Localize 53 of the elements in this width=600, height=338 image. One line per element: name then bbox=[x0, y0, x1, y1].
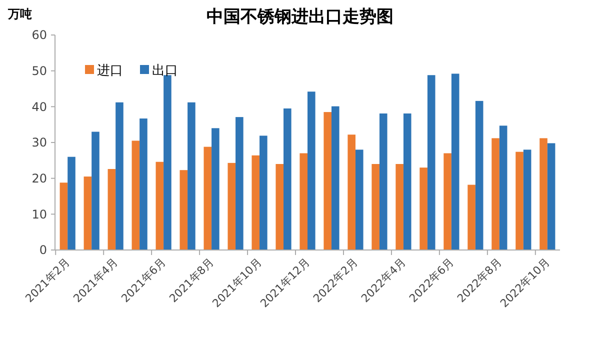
bar bbox=[468, 184, 476, 250]
bar bbox=[116, 102, 124, 250]
bar bbox=[324, 112, 332, 250]
bar bbox=[475, 100, 484, 250]
y-axis-title: 万吨 bbox=[7, 7, 32, 21]
bar bbox=[156, 162, 164, 250]
bar bbox=[284, 108, 292, 250]
bar bbox=[84, 176, 92, 250]
bar bbox=[331, 106, 340, 250]
bar bbox=[379, 113, 388, 250]
bar bbox=[228, 162, 236, 250]
legend-label: 出口 bbox=[152, 64, 178, 79]
chart-title: 中国不锈钢进出口走势图 bbox=[206, 7, 394, 27]
bar bbox=[276, 164, 284, 250]
bar bbox=[372, 164, 380, 250]
bar bbox=[308, 92, 316, 250]
bar bbox=[403, 113, 412, 250]
bar bbox=[92, 132, 100, 250]
y-tick-label: 0 bbox=[39, 243, 47, 258]
bar bbox=[180, 170, 188, 250]
bar bbox=[68, 156, 76, 250]
bar bbox=[499, 126, 508, 250]
y-tick-label: 20 bbox=[32, 172, 47, 186]
bar bbox=[547, 143, 556, 250]
y-tick-label: 60 bbox=[32, 28, 47, 42]
bar bbox=[140, 118, 148, 250]
bar bbox=[355, 150, 364, 250]
bar bbox=[252, 155, 260, 250]
y-tick-label: 50 bbox=[32, 64, 47, 78]
bar bbox=[420, 168, 428, 250]
bar bbox=[523, 150, 532, 250]
bar bbox=[348, 134, 356, 250]
bar bbox=[260, 136, 268, 250]
bar bbox=[516, 152, 524, 250]
bar bbox=[212, 128, 220, 250]
bar bbox=[427, 75, 436, 250]
bar bbox=[108, 169, 116, 250]
bar bbox=[60, 182, 68, 250]
bar bbox=[492, 138, 500, 250]
y-tick-label: 30 bbox=[32, 136, 47, 150]
bar bbox=[300, 153, 308, 250]
bar bbox=[164, 75, 172, 250]
legend-label: 进口 bbox=[97, 64, 123, 79]
bar bbox=[204, 146, 212, 250]
bar bbox=[396, 164, 404, 250]
bar bbox=[188, 102, 196, 250]
y-tick-label: 10 bbox=[32, 207, 47, 222]
y-tick-label: 40 bbox=[32, 100, 47, 114]
bar bbox=[451, 74, 460, 250]
bar bbox=[540, 138, 548, 250]
bar bbox=[236, 117, 244, 250]
bar bbox=[444, 153, 452, 250]
bar bbox=[132, 140, 140, 250]
